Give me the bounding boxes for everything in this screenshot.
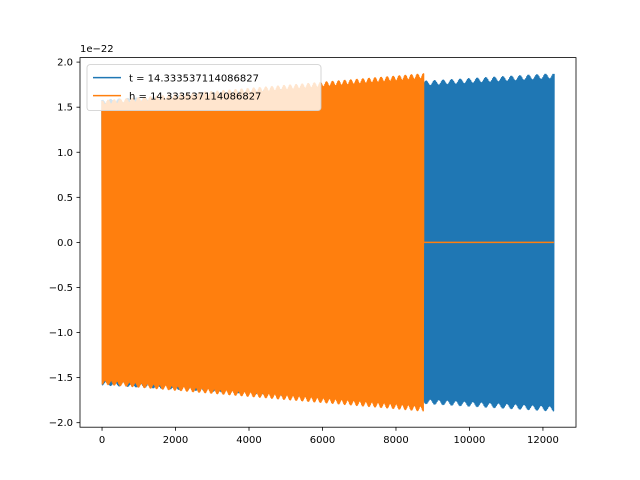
series-h [101, 73, 554, 412]
x-axis: 0 2000 4000 6000 8000 10000 12000 [99, 427, 559, 446]
legend: t = 14.333537114086827 h = 14.33353711408… [86, 64, 322, 111]
y-tick-label: −1.0 [49, 328, 73, 339]
y-tick-label: 1.0 [57, 148, 73, 159]
series-line [101, 73, 554, 412]
x-tick-label: 8000 [383, 435, 408, 446]
plot-area [101, 73, 555, 412]
x-tick-label: 4000 [236, 435, 261, 446]
x-tick-label: 0 [99, 435, 105, 446]
y-tick-label: −0.5 [49, 283, 73, 294]
y-tick-label: 0.5 [57, 193, 73, 204]
x-tick-label: 12000 [527, 435, 559, 446]
legend-label: t = 14.333537114086827 [129, 74, 259, 85]
y-tick-label: 1.5 [57, 103, 73, 114]
y-tick-label: −1.5 [49, 373, 73, 384]
legend-label: h = 14.333537114086827 [129, 92, 261, 103]
y-tick-label: −2.0 [49, 418, 73, 429]
x-tick-label: 6000 [310, 435, 335, 446]
y-tick-label: 2.0 [57, 58, 73, 69]
x-tick-label: 10000 [454, 435, 486, 446]
x-tick-label: 2000 [163, 435, 188, 446]
y-tick-label: 0.0 [57, 238, 73, 249]
y-offset-label: 1e−22 [80, 44, 114, 55]
legend-box [86, 64, 322, 111]
y-axis: −2.0 −1.5 −1.0 −0.5 0.0 0.5 1.0 1.5 2.0 [49, 58, 80, 429]
